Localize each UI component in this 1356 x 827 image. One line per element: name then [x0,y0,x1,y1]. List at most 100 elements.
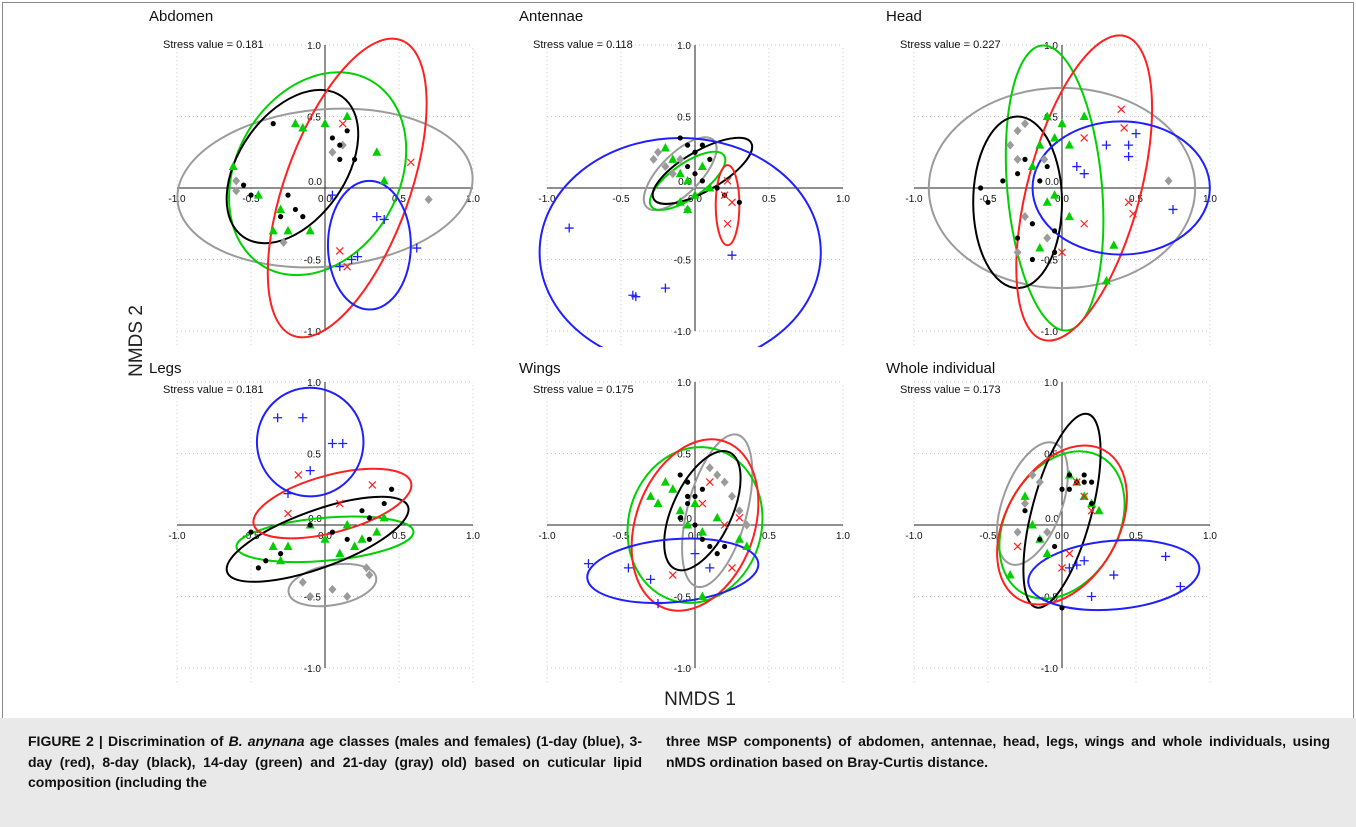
confidence-ellipses [995,412,1201,612]
point-1-day [327,190,337,200]
point-14-day [742,541,752,550]
point-1-day [1072,560,1082,570]
point-1-day [347,255,357,264]
point-3-day [728,198,736,207]
panel-title: Antennae [519,8,583,25]
y-tick-labels: -1.0-0.50.51.00.0 [674,41,693,338]
point-1-day [727,250,737,260]
point-21-day [1013,154,1022,164]
y-tick-labels: -1.0-0.50.51.00.0 [1041,378,1060,675]
point-14-day [675,197,685,206]
point-14-day [1035,140,1045,149]
point-21-day [728,491,736,501]
point-8-day [255,565,261,571]
point-14-day [372,527,382,536]
point-14-day [1057,118,1067,128]
stress-value: Stress value = 0.181 [163,39,264,51]
caption-pre: Discrimination of [107,733,224,749]
data-points [583,463,752,609]
y-tick-label: 0.5 [677,450,691,461]
point-21-day [362,563,371,573]
figure-caption: FIGURE 2 | Discrimination of B. anynana … [0,718,1356,827]
point-1-day [412,243,422,253]
point-21-day [279,237,288,247]
point-21-day [735,506,744,516]
point-14-day [675,505,685,515]
panel-whole-individual: -1.0 -0.5 0.0 0.5 1.0-1.0-0.50.51.00.0Whole … [886,360,1217,683]
point-3-day [294,471,303,479]
confidence-ellipses [927,34,1211,342]
point-14-day [683,204,693,213]
point-8-day [1015,171,1021,177]
point-21-day [705,463,714,473]
point-8-day [685,500,691,507]
point-3-day [728,563,736,572]
point-8-day [366,515,372,521]
point-3-day [723,219,732,228]
point-21-day [328,147,337,157]
ellipse-8-day [225,88,360,245]
x-tick-label: -1.0 [538,194,556,205]
point-1-day [335,262,345,272]
data-points [248,413,395,601]
point-3-day [335,499,344,508]
nmds-figure: -1.0 -0.5 0.0 0.5 1.0-1.0-0.50.51.00.0Abdome… [149,8,1217,683]
point-1-day [1079,169,1089,179]
point-3-day [1080,219,1089,228]
point-3-day [1080,134,1089,142]
point-8-day [1022,156,1028,162]
point-1-day [631,292,641,302]
point-8-day [359,508,365,514]
point-1-day [327,438,337,448]
point-8-day [1052,543,1058,550]
ellipse-8-day [1022,412,1102,609]
panel-title: Abdomen [149,8,213,25]
point-21-day [676,154,685,164]
point-8-day [692,149,698,155]
panel-wings: -1.0 -0.5 0.0 0.5 1.0-1.0-0.50.51.00.0WingsS… [519,360,850,683]
point-14-day [1064,211,1074,221]
point-1-day [1124,152,1134,162]
point-8-day [307,522,313,528]
y-tick-label: 1.0 [677,41,691,52]
point-1-day [1072,162,1082,172]
point-8-day [1089,500,1095,507]
x-tick-label: 1.0 [1203,194,1217,205]
point-14-day [660,142,670,152]
y-tick-label: -1.0 [304,327,322,338]
point-21-day [365,570,374,580]
panel-antennae: -1.0-0.50.00.51.0-1.0-0.50.51.00.0Antenn… [519,8,850,347]
point-14-day [683,175,693,185]
point-3-day [406,158,415,167]
caption-species: B. anynana [228,733,305,749]
point-8-day [1052,249,1058,255]
point-3-day [668,571,677,579]
point-8-day [366,536,372,542]
point-3-day [1058,248,1066,257]
point-21-day [1043,527,1052,537]
point-3-day [1065,549,1074,558]
point-14-day [683,520,693,529]
point-14-day [1094,505,1104,515]
point-1-day [660,283,670,293]
y-tick-labels: -1.0-0.50.51.00.0 [304,41,323,338]
point-8-day [1000,178,1006,184]
x-tick-label: 0.0 [688,531,702,542]
point-8-day [1059,486,1065,492]
point-14-day [1042,548,1052,558]
point-1-day [353,252,363,262]
x-tick-label: 1.0 [836,531,850,542]
point-14-day [283,541,293,550]
point-14-day [646,491,656,500]
point-8-day [1066,486,1072,492]
point-21-day [661,162,670,172]
point-14-day [734,534,744,543]
point-3-day [720,521,729,529]
stress-value: Stress value = 0.227 [900,39,1001,51]
x-tick-label: -0.5 [979,531,997,542]
point-8-day [1029,221,1035,227]
panel-head: -1.0 -0.5 0.0 0.5 1.0 -1.0-0.50.51.00.0 Head St… [886,8,1217,346]
point-21-day [1040,154,1049,164]
point-14-day [668,484,678,493]
point-3-day [338,119,347,128]
